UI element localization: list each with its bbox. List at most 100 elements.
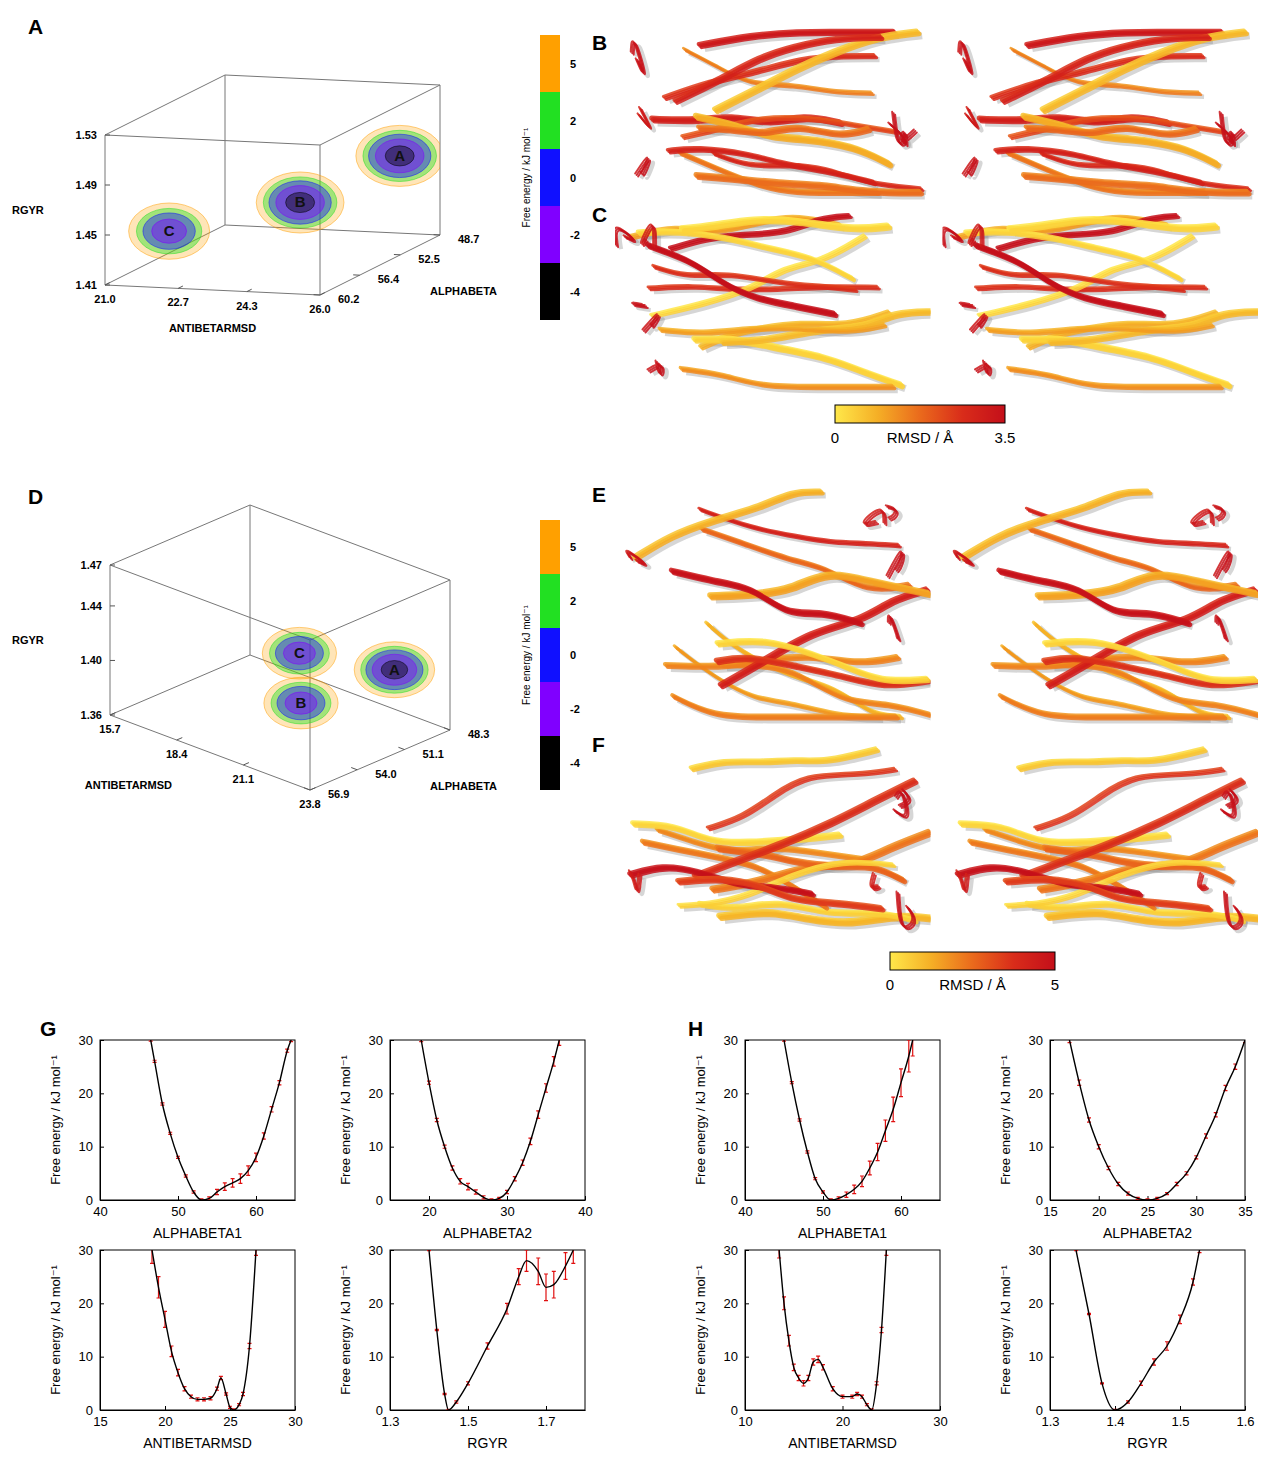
isosurface: [269, 632, 329, 674]
colorbar-title: RMSD / Å: [887, 429, 954, 446]
ribbon: [867, 513, 887, 526]
ribbon: [1024, 341, 1230, 387]
ribbon: [957, 554, 974, 566]
panel-letter: B: [592, 31, 607, 54]
tick-label: 1.41: [76, 279, 97, 291]
colorbar-block: [540, 92, 560, 149]
tick-label: 60: [894, 1204, 908, 1219]
tick-mark: [105, 135, 110, 136]
tick-mark: [468, 1406, 469, 1410]
isosurface: [264, 677, 338, 729]
ribbon: [694, 780, 913, 875]
axis-title: ANTIBETARMSD: [788, 1435, 897, 1451]
colorbar: [890, 952, 1055, 970]
tick-label: 1.40: [81, 654, 102, 666]
tick-label: 10: [724, 1349, 738, 1364]
tick-label: 20: [369, 1086, 383, 1101]
tick-mark: [507, 1196, 508, 1200]
box-edge: [225, 75, 440, 85]
colorbar-title: Free energy / kJ mol⁻¹: [521, 127, 532, 227]
tick-label: 50: [171, 1204, 185, 1219]
ribbon: [961, 44, 972, 74]
free-energy-line: [779, 1250, 886, 1410]
tick-label: 20: [724, 1296, 738, 1311]
ribbon: [650, 364, 663, 376]
isosurface: [277, 686, 325, 719]
isosurface: [152, 219, 187, 243]
ribbon: [635, 492, 821, 558]
colorbar-tick-label: 2: [570, 595, 576, 607]
box-edge: [225, 225, 440, 235]
ribbon: [1029, 130, 1198, 136]
tick-label: 30: [79, 1033, 93, 1048]
ribbon: [963, 306, 976, 308]
structure-panel: 05RMSD / Å: [626, 491, 1269, 994]
colorbar-tick-label: -4: [570, 286, 581, 298]
tick-mark: [1050, 1147, 1054, 1148]
colorbar-block: [540, 682, 560, 736]
ribbon: [981, 238, 1194, 318]
isosurfaces: [129, 125, 444, 259]
ribbon-shadow: [967, 496, 1153, 562]
tick-label: 20: [79, 1296, 93, 1311]
isosurface: [385, 146, 414, 166]
ribbon: [699, 118, 891, 165]
tick-label: 1.47: [81, 559, 102, 571]
tick-label: 1.36: [81, 709, 102, 721]
panel-letter: F: [592, 733, 605, 756]
ribbon: [697, 341, 903, 387]
tick-label: 20: [724, 1086, 738, 1101]
colorbar-tick-label: 0: [570, 649, 576, 661]
colorbar: [835, 405, 1005, 423]
plot-frame: [100, 1250, 295, 1410]
figure: ABC21.022.724.326.048.752.556.460.21.411…: [0, 0, 1278, 1483]
colorbar-tick-label: 2: [570, 115, 576, 127]
box-edge: [310, 730, 450, 790]
line-chart: 1.31.41.51.60102030RGYRFree energy / kJ …: [998, 1243, 1255, 1451]
tick: 60: [249, 1196, 263, 1219]
tick-mark: [390, 1303, 394, 1304]
isosurface: [354, 642, 434, 698]
tick-mark: [1099, 1196, 1100, 1200]
minimum-label: C: [294, 644, 305, 661]
tick-mark: [177, 738, 183, 740]
ribbon: [971, 228, 983, 249]
tick-label: 10: [738, 1414, 752, 1429]
ribbon: [662, 327, 886, 334]
minimum-label: C: [164, 222, 175, 239]
tick: 50: [171, 1196, 185, 1219]
tick-mark: [178, 1196, 179, 1200]
tick-mark: [105, 283, 110, 285]
tick-label: 1.6: [1236, 1414, 1254, 1429]
x-axis: 1.31.41.51.6: [1041, 1406, 1254, 1429]
stereo-view: [958, 31, 1253, 196]
tick-label: 1.4: [1106, 1414, 1124, 1429]
ribbon: [675, 698, 898, 718]
axis-title: ALPHABETA1: [798, 1225, 887, 1241]
tick-mark: [110, 605, 115, 606]
plot-area: [782, 1040, 915, 1200]
isosurface: [269, 181, 331, 224]
line-chart: 1020300102030ANTIBETARMSDFree energy / k…: [693, 1242, 948, 1451]
axis-title: Free energy / kJ mol⁻¹: [48, 1054, 63, 1184]
tick-label: 10: [369, 1139, 383, 1154]
tick-mark: [165, 1406, 166, 1410]
structure-panel: 03.5RMSD / Å: [614, 31, 1267, 446]
isosurface: [283, 642, 315, 664]
ribbon: [720, 643, 929, 682]
box-edge: [105, 135, 320, 145]
tick-mark: [105, 235, 110, 236]
tick-mark: [310, 788, 316, 790]
box-edge: [320, 235, 440, 295]
plot-frame: [745, 1040, 940, 1200]
panel-letter: C: [592, 203, 607, 226]
x-axis: 15202530: [93, 1406, 302, 1429]
colorbar-block: [540, 149, 560, 206]
plot-frame: [390, 1250, 585, 1410]
ribbon: [1224, 794, 1236, 817]
ribbon: [1216, 508, 1225, 520]
panel-letter: H: [688, 1017, 703, 1040]
box-edge: [250, 505, 450, 580]
tick-mark: [1050, 1093, 1054, 1094]
line-chart: 4050600102030ALPHABETA1Free energy / kJ …: [48, 1033, 296, 1241]
